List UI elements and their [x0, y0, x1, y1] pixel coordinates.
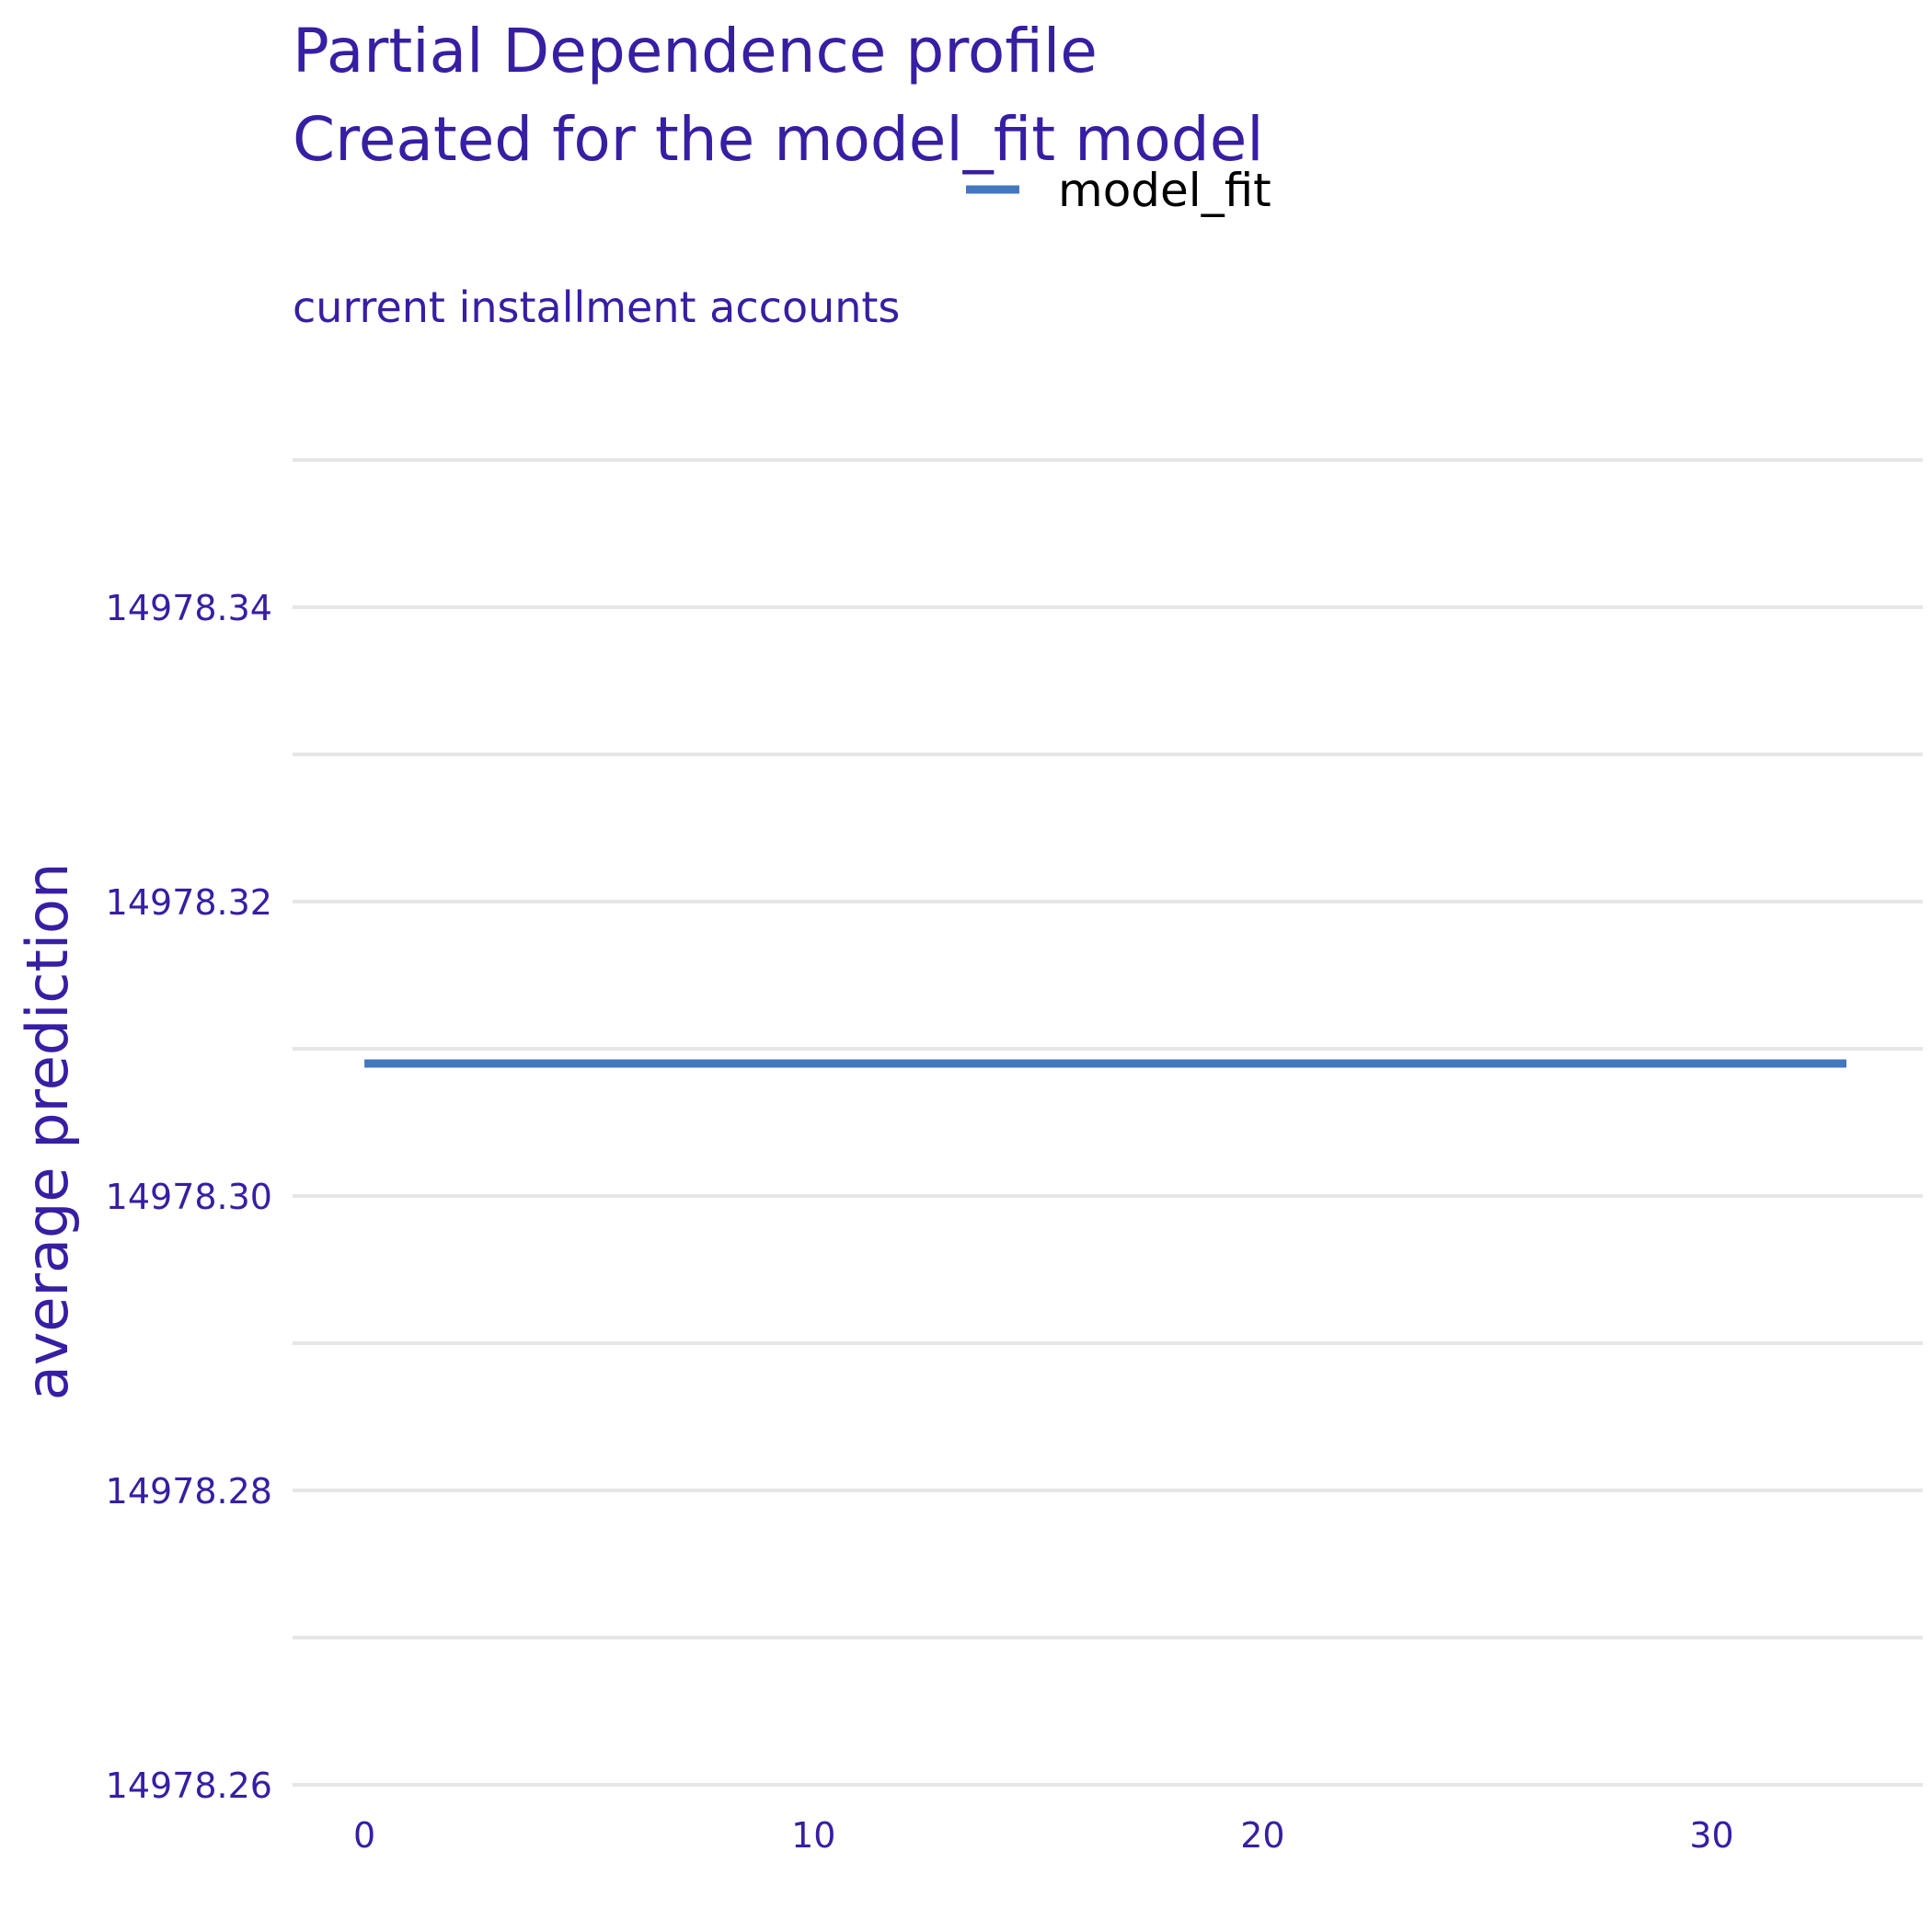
legend-label-model-fit: model_fit — [1058, 164, 1271, 217]
x-tick-label: 20 — [1240, 1815, 1284, 1856]
x-tick-label: 10 — [791, 1815, 835, 1856]
y-tick-label: 14978.34 — [106, 588, 272, 628]
y-tick-label: 14978.26 — [106, 1765, 272, 1806]
x-tick-label: 0 — [353, 1815, 375, 1856]
chart-subtitle: Created for the model_fit model — [293, 104, 1264, 175]
panel-label: current installment accounts — [293, 282, 900, 332]
legend: model_fit — [966, 164, 1271, 217]
chart-title: Partial Dependence profile — [293, 16, 1098, 86]
y-tick-label: 14978.28 — [106, 1471, 272, 1512]
y-tick-label: 14978.32 — [106, 882, 272, 923]
grid-lines — [293, 458, 1923, 1787]
y-tick-label: 14978.30 — [106, 1177, 272, 1217]
y-axis-label: average prediction — [14, 863, 81, 1401]
x-axis-ticks: 0 10 20 30 — [353, 1815, 1734, 1856]
y-axis-ticks: 14978.26 14978.28 14978.30 14978.32 14978.34 — [106, 588, 272, 1806]
x-tick-label: 30 — [1689, 1815, 1733, 1856]
